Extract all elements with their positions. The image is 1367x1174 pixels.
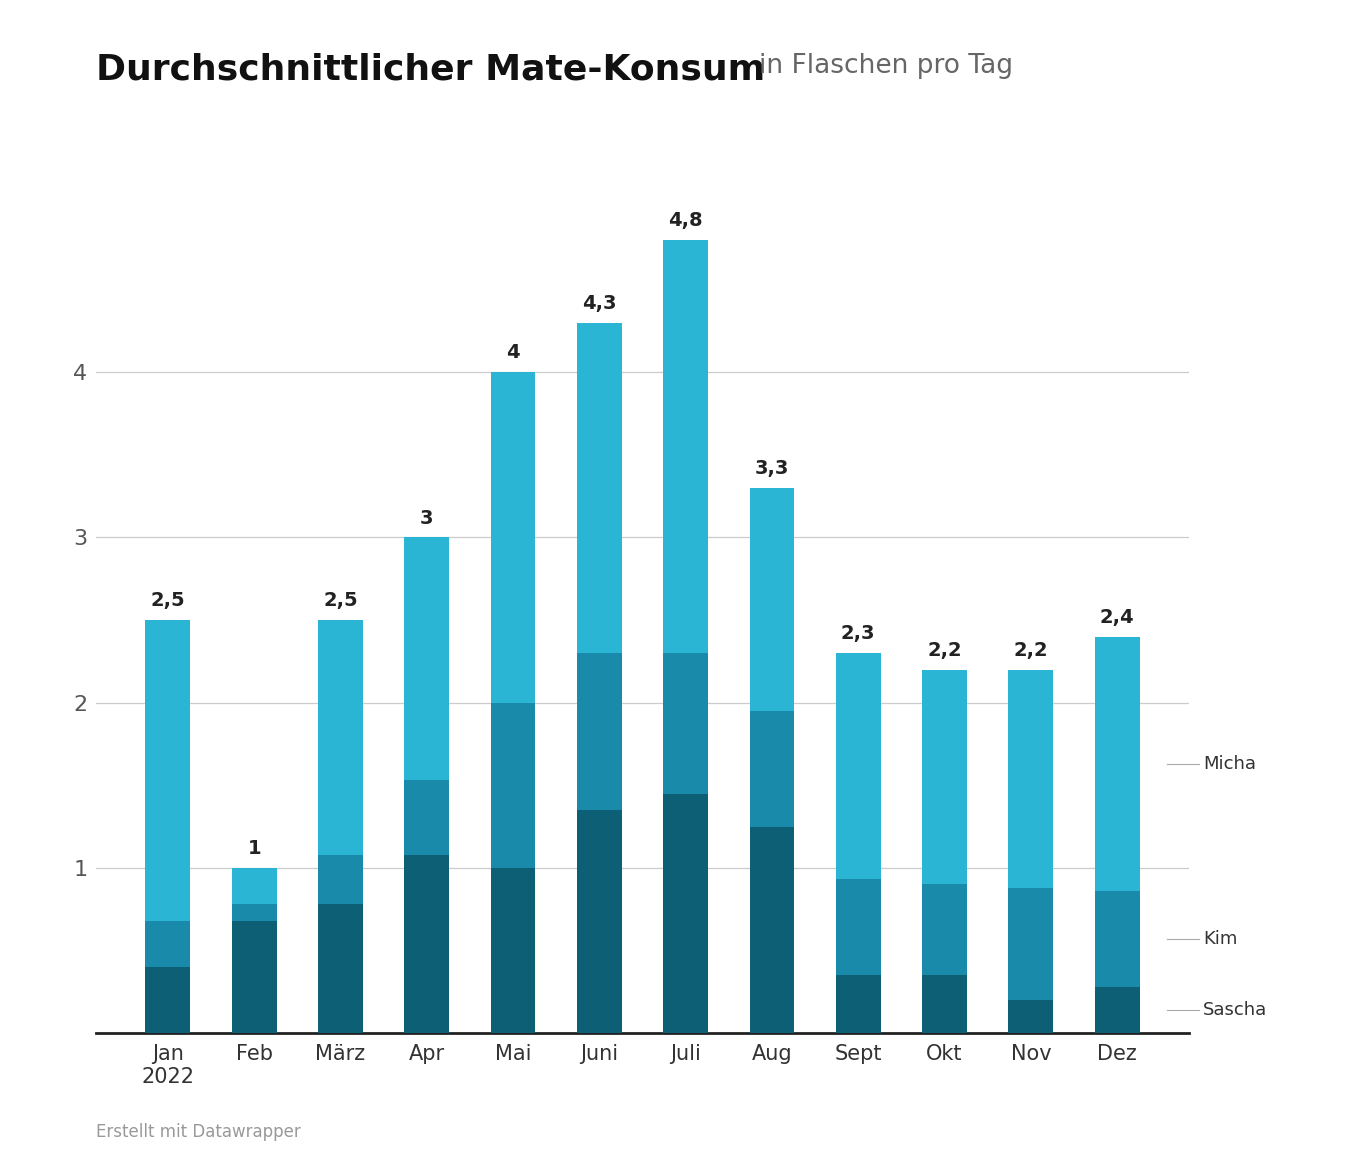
- Text: 3: 3: [420, 508, 433, 527]
- Text: 3,3: 3,3: [755, 459, 789, 478]
- Bar: [663, 653, 708, 794]
- Bar: [405, 855, 450, 1033]
- Bar: [1009, 669, 1054, 888]
- Text: Kim: Kim: [1203, 930, 1237, 947]
- Bar: [663, 794, 708, 1033]
- Bar: [319, 620, 362, 855]
- Bar: [145, 967, 190, 1033]
- Bar: [405, 538, 450, 781]
- Bar: [1095, 987, 1140, 1033]
- Text: Sascha: Sascha: [1203, 1001, 1267, 1019]
- Bar: [491, 868, 536, 1033]
- Bar: [319, 855, 362, 904]
- Text: 1: 1: [247, 839, 261, 858]
- Bar: [577, 810, 622, 1033]
- Bar: [1009, 888, 1054, 1000]
- Bar: [231, 904, 276, 920]
- Text: Erstellt mit Datawrapper: Erstellt mit Datawrapper: [96, 1124, 301, 1141]
- Text: 4: 4: [506, 343, 519, 363]
- Bar: [491, 372, 536, 703]
- Bar: [923, 976, 966, 1033]
- Text: 2,4: 2,4: [1100, 608, 1135, 627]
- Bar: [1009, 1000, 1054, 1033]
- Text: 2,2: 2,2: [1013, 641, 1048, 660]
- Text: in Flaschen pro Tag: in Flaschen pro Tag: [759, 53, 1013, 79]
- Bar: [749, 711, 794, 826]
- Bar: [145, 920, 190, 967]
- Bar: [577, 653, 622, 810]
- Text: 2,3: 2,3: [841, 625, 875, 643]
- Bar: [835, 879, 880, 976]
- Bar: [231, 920, 276, 1033]
- Bar: [835, 653, 880, 879]
- Text: 4,8: 4,8: [668, 211, 703, 230]
- Bar: [491, 703, 536, 868]
- Text: 2,2: 2,2: [927, 641, 962, 660]
- Text: 4,3: 4,3: [582, 294, 617, 312]
- Bar: [749, 826, 794, 1033]
- Bar: [231, 868, 276, 904]
- Text: Micha: Micha: [1203, 755, 1256, 772]
- Bar: [145, 620, 190, 920]
- Text: Durchschnittlicher Mate-Konsum: Durchschnittlicher Mate-Konsum: [96, 53, 766, 87]
- Bar: [1095, 636, 1140, 891]
- Bar: [923, 884, 966, 976]
- Bar: [923, 669, 966, 884]
- Bar: [749, 488, 794, 711]
- Bar: [835, 976, 880, 1033]
- Bar: [1095, 891, 1140, 987]
- Bar: [663, 239, 708, 653]
- Text: 2,5: 2,5: [150, 592, 185, 610]
- Bar: [577, 323, 622, 653]
- Bar: [405, 781, 450, 855]
- Text: 2,5: 2,5: [323, 592, 358, 610]
- Bar: [319, 904, 362, 1033]
